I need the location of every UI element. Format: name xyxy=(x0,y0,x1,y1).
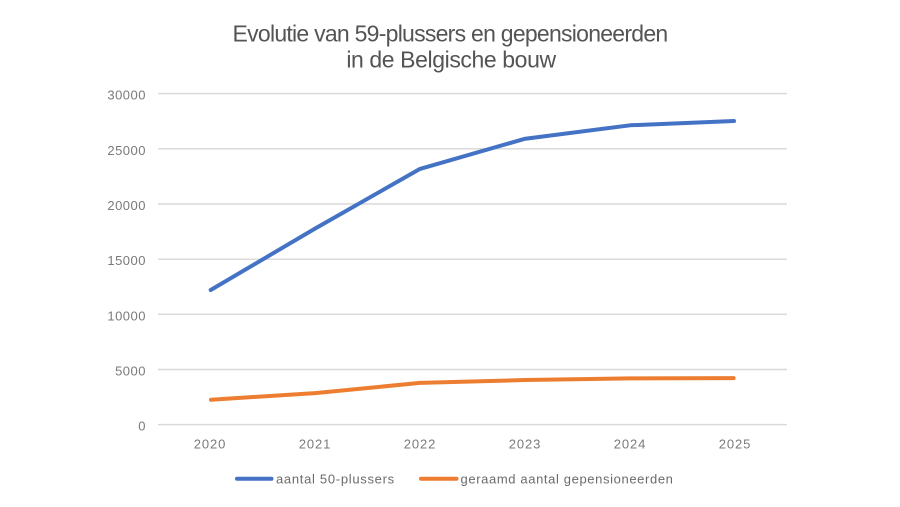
svg-text:2022: 2022 xyxy=(404,437,437,452)
svg-text:2021: 2021 xyxy=(299,437,332,452)
svg-text:Evolutie van 59-plussers en ge: Evolutie van 59-plussers en gepensioneer… xyxy=(233,21,668,47)
svg-text:2020: 2020 xyxy=(194,437,227,452)
svg-text:5000: 5000 xyxy=(115,364,146,379)
svg-text:15000: 15000 xyxy=(107,253,146,268)
svg-text:geraamd aantal gepensioneerden: geraamd aantal gepensioneerden xyxy=(461,472,674,487)
svg-text:0: 0 xyxy=(138,419,146,434)
svg-text:aantal 50-plussers: aantal 50-plussers xyxy=(276,472,395,487)
svg-text:20000: 20000 xyxy=(107,198,146,213)
svg-text:30000: 30000 xyxy=(107,88,146,103)
svg-text:in de Belgische bouw: in de Belgische bouw xyxy=(346,46,556,72)
svg-text:2025: 2025 xyxy=(719,437,752,452)
svg-text:10000: 10000 xyxy=(107,308,146,323)
svg-text:25000: 25000 xyxy=(107,143,146,158)
svg-text:2023: 2023 xyxy=(509,437,542,452)
svg-text:2024: 2024 xyxy=(614,437,647,452)
